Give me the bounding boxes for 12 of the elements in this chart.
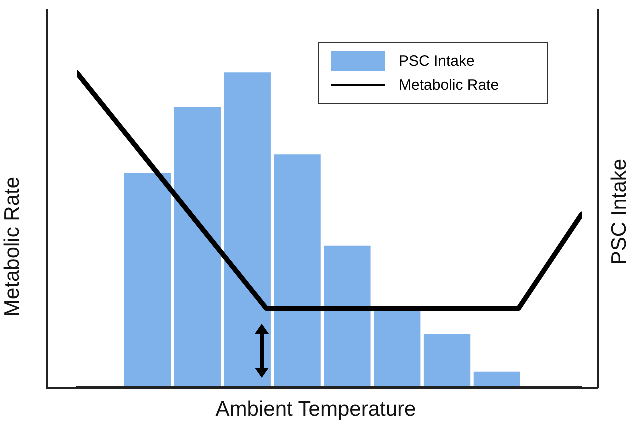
y2-axis-title: PSC Intake [608, 158, 632, 268]
y-axis-title: Metabolic Rate [1, 176, 25, 320]
bar [274, 154, 321, 388]
legend-label: PSC Intake [399, 52, 475, 70]
x-axis-title: Ambient Temperature [214, 398, 418, 422]
legend-label: Metabolic Rate [399, 76, 500, 94]
bar [424, 334, 471, 388]
bar [474, 372, 521, 388]
bar [174, 107, 222, 388]
bar [224, 72, 271, 388]
bar [324, 246, 371, 388]
bar [124, 173, 172, 388]
